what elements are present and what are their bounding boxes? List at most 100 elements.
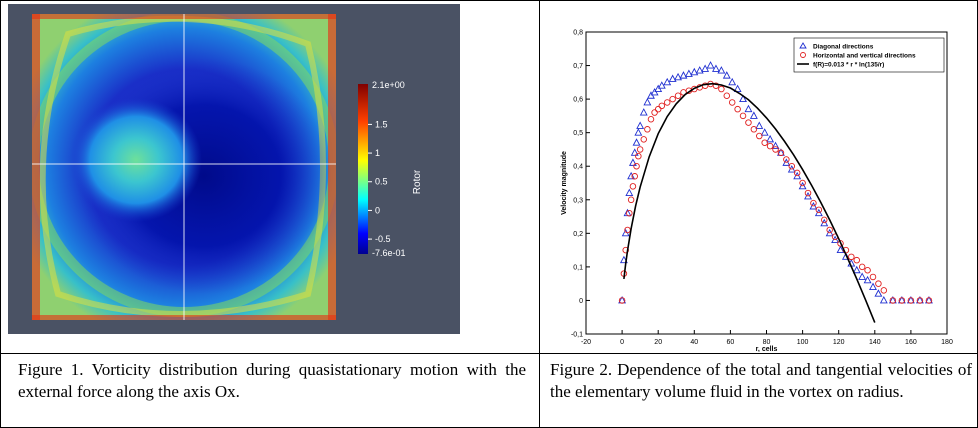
y-tick-label: 0,5 [573,130,583,137]
y-tick-label: 0,3 [573,197,583,204]
data-point-circle [907,297,915,304]
data-point-triangle [630,148,639,156]
data-point-circle [635,152,642,160]
legend-marker-circle [800,52,806,58]
data-point-triangle [760,128,769,136]
data-point-circle [651,109,658,116]
data-point-triangle [755,121,764,129]
data-point-triangle [643,98,652,106]
data-point-triangle [712,64,720,72]
x-axis-label: r, cells [756,346,778,352]
data-point-triangle [852,265,861,274]
colorbar [358,84,368,254]
data-point-circle [761,139,768,146]
data-point-circle [853,256,861,264]
data-point-circle [718,85,725,93]
y-tick-label: 0,6 [573,97,583,104]
data-point-circle [826,226,833,234]
data-point-triangle [771,141,780,150]
legend-label: f(R)=0.013 * r * ln(135/r) [813,62,884,69]
figure1-caption: Figure 1. Vorticity distribution during … [18,360,526,401]
data-point-triangle [632,138,641,146]
data-point-circle [793,169,801,177]
data-point-circle [626,209,633,217]
fit-curve [623,82,876,323]
data-point-circle [766,142,774,150]
data-point-circle [864,266,871,274]
data-point-circle [663,99,671,106]
colorbar-tick-label: 1.5 [375,119,388,129]
data-point-circle [848,253,855,261]
data-point-circle [889,297,897,304]
data-point-circle [658,102,666,110]
data-point-circle [810,199,817,207]
colorbar-max-label: 2.1e+00 [372,80,405,90]
data-point-triangle [739,94,747,103]
data-point-circle [875,280,882,287]
colorbar-title: Rotor [412,169,423,194]
data-point-circle [804,189,812,197]
data-point-circle [750,126,758,133]
x-tick-label: 100 [797,339,809,346]
data-point-circle [647,115,655,123]
y-tick-label: 0,7 [573,63,583,70]
chart-legend: Diagonal directions Horizontal and vertic… [793,37,945,73]
data-point-circle [837,240,844,247]
data-point-triangle [717,66,726,74]
data-point-triangle [814,208,823,217]
data-point-circle [783,156,790,163]
x-tick-label: 20 [654,339,662,346]
legend-marker-triangle [799,42,807,49]
data-point-triangle [634,128,643,136]
x-tick-label: 0 [620,339,624,346]
data-point-triangle [684,69,693,77]
data-point-circle [821,216,828,224]
data-point-triangle [831,235,840,243]
vorticity-visualization: 1.5 1 0.5 0 -0.5 2.1e+00 -7.6e-01 Rotor [8,4,460,334]
x-tick-label: 40 [690,339,698,346]
data-point-circle [739,112,747,120]
data-point-triangle [836,245,845,254]
y-tick-label: 0 [579,298,583,305]
data-point-circle [858,263,866,271]
data-point-circle [745,119,752,126]
data-point-circle [618,297,626,304]
data-point-triangle [798,181,807,190]
data-point-triangle [722,71,731,79]
data-point-triangle [749,111,758,119]
data-point-circle [644,126,651,133]
x-tick-label: -20 [581,339,591,346]
legend-label: Diagonal directions [813,44,874,51]
data-point-circle [654,105,662,113]
data-point-triangle [627,171,636,180]
y-tick-label: 0,8 [573,30,583,37]
data-point-triangle [766,134,775,143]
data-point-circle [815,206,823,214]
data-point-circle [772,146,779,153]
x-tick-label: 180 [941,339,953,346]
data-point-circle [756,132,763,140]
data-point-triangle [628,158,637,166]
colorbar-min-label: -7.6e-01 [372,248,406,258]
x-tick-label: 60 [727,339,735,346]
colorbar-tick-label: 0.5 [375,177,388,187]
data-point-circle [636,146,644,153]
data-point-triangle [706,61,715,69]
series-line [623,82,876,323]
data-point-triangle [636,121,645,129]
data-point-triangle [863,275,872,284]
data-point-triangle [820,218,829,227]
x-tick-label: 160 [905,339,917,346]
legend-box [793,37,945,73]
data-point-circle [712,82,720,89]
data-point-circle [640,136,648,143]
x-tick-label: 140 [869,339,881,346]
data-point-triangle [695,66,704,74]
data-point-circle [629,183,637,190]
data-point-circle [622,246,629,254]
data-point-triangle [804,191,812,200]
y-tick-label: 0,1 [573,264,583,271]
data-point-circle [674,92,682,100]
data-point-circle [880,287,888,294]
data-point-circle [631,173,638,180]
